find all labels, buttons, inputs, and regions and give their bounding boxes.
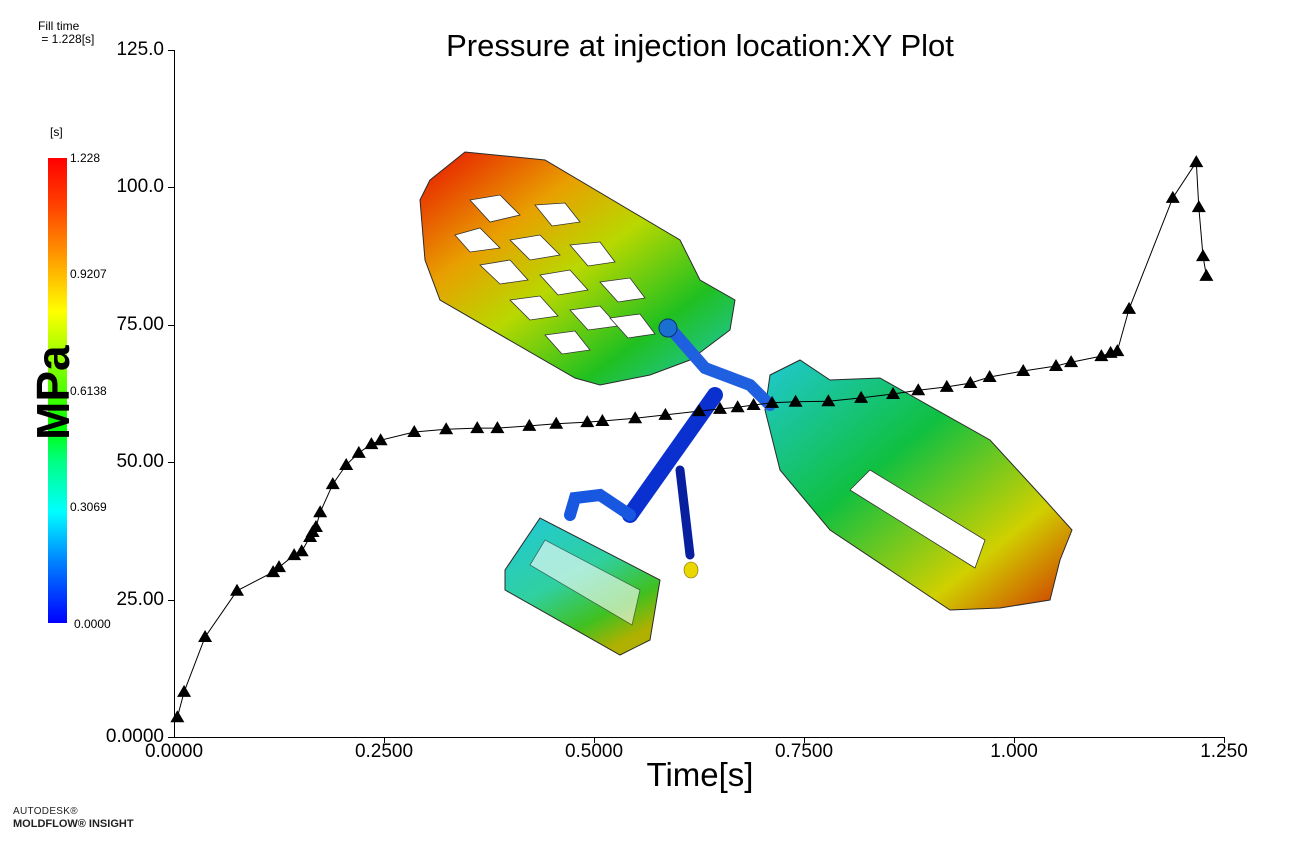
data-point-marker — [522, 418, 537, 431]
result-name: Fill time — [38, 19, 80, 33]
data-point-marker — [1165, 190, 1180, 203]
data-point-marker — [230, 583, 244, 596]
data-point-marker — [1196, 249, 1210, 262]
data-point-marker — [198, 629, 213, 642]
legend-label-2: 0.6138 — [70, 384, 107, 398]
x-tick-0: 0.0000 — [144, 741, 204, 762]
data-point-marker — [788, 394, 803, 407]
x-tick-0-75: 0.7500 — [774, 741, 834, 762]
x-tick-0-5: 0.5000 — [564, 741, 624, 762]
axes — [168, 50, 1225, 743]
y-tick-75: 75.00 — [116, 314, 164, 335]
data-point-marker — [549, 416, 564, 429]
color-scale-bar — [48, 158, 67, 623]
data-point-marker — [1122, 301, 1137, 314]
data-point-marker — [1110, 344, 1125, 357]
x-tick-1-25: 1.250 — [1200, 741, 1248, 762]
data-point-marker — [595, 413, 610, 426]
y-tick-100: 100.0 — [116, 176, 164, 197]
legend-label-1: 0.3069 — [70, 500, 107, 514]
legend-unit: [s] — [50, 125, 63, 139]
data-point-marker — [1191, 200, 1206, 213]
data-point-marker — [580, 415, 595, 428]
data-point-marker — [765, 395, 780, 408]
y-tick-25: 25.00 — [116, 589, 164, 610]
data-point-marker — [963, 376, 978, 389]
data-point-marker — [854, 390, 869, 403]
x-tick-0-25: 0.2500 — [354, 741, 414, 762]
data-point-marker — [407, 424, 422, 437]
data-point-marker — [351, 445, 366, 458]
result-title: Fill time = 1.228[s] — [38, 20, 94, 46]
data-point-marker — [177, 684, 192, 697]
data-point-marker — [692, 404, 706, 417]
data-point-marker — [821, 394, 836, 407]
data-point-marker — [170, 710, 185, 723]
data-point-marker — [982, 370, 997, 383]
data-point-marker — [490, 421, 505, 434]
model-view — [419, 151, 1073, 656]
x-axis-label: Time[s] — [646, 756, 754, 793]
data-point-marker — [339, 457, 354, 470]
data-point-marker — [313, 505, 328, 518]
data-point-marker — [272, 560, 286, 573]
data-point-marker — [287, 548, 302, 561]
data-point-marker — [308, 520, 323, 533]
data-point-marker — [1189, 155, 1204, 168]
brand-product: MOLDFLOW® INSIGHT — [13, 818, 134, 830]
part-right — [764, 359, 1073, 611]
data-point-marker — [939, 379, 954, 392]
data-point-marker — [1064, 355, 1079, 368]
data-point-marker — [364, 437, 379, 450]
x-tick-1: 1.000 — [990, 741, 1038, 762]
data-point-marker — [1094, 349, 1109, 362]
y-axis-label: MPa — [27, 345, 79, 440]
data-point-marker — [713, 401, 727, 414]
chart-title: Pressure at injection location:XY Plot — [446, 28, 954, 63]
data-point-marker — [1199, 268, 1214, 281]
pressure-series-markers — [170, 155, 1214, 723]
data-point-marker — [1016, 363, 1031, 376]
data-point-marker — [294, 544, 309, 557]
data-point-marker — [373, 433, 388, 446]
y-tick-50: 50.00 — [116, 451, 164, 472]
data-point-marker — [746, 398, 761, 411]
result-value: = 1.228[s] — [38, 32, 95, 46]
data-point-marker — [730, 400, 745, 413]
legend-label-max: 1.228 — [70, 151, 101, 165]
y-tick-0: 0.0000 — [105, 726, 164, 747]
data-point-marker — [628, 411, 643, 424]
data-point-marker — [911, 383, 926, 396]
legend-label-min: 0.0000 — [74, 617, 111, 631]
data-point-marker — [886, 387, 901, 400]
data-point-marker — [658, 407, 673, 420]
brand-autodesk: AUTODESK® — [13, 806, 78, 817]
data-point-marker — [325, 477, 340, 490]
data-point-marker — [1049, 359, 1063, 372]
legend-label-3: 0.9207 — [70, 267, 107, 281]
data-point-marker — [439, 422, 454, 435]
data-point-marker — [470, 421, 485, 434]
y-tick-125: 125.0 — [116, 39, 164, 60]
